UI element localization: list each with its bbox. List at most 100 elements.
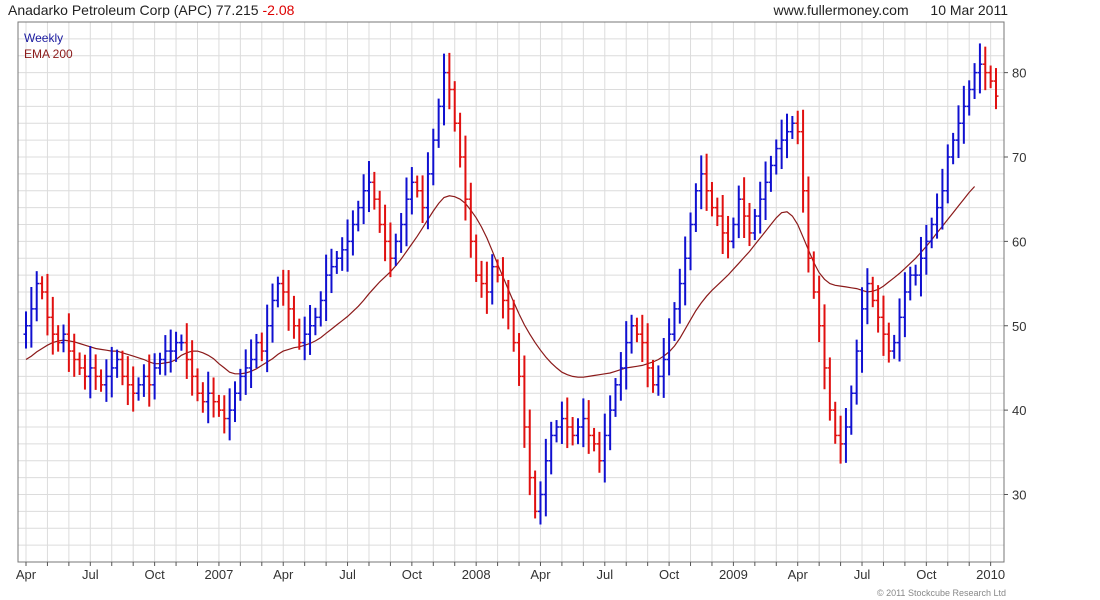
ohlc-bar [602,413,608,483]
ohlc-bar [87,346,93,399]
ohlc-bar [725,215,731,259]
ohlc-bar [527,409,533,496]
ohlc-bar [425,152,431,230]
x-tick-label: 2009 [719,567,748,582]
ohlc-bar [763,161,769,220]
copyright-notice: © 2011 Stockcube Research Ltd [876,588,1006,598]
ohlc-bar [688,212,694,271]
ohlc-bar [586,400,592,454]
ohlc-bar [446,52,452,110]
ohlc-bar [548,421,554,475]
ohlc-bar [173,331,179,362]
ohlc-bar [564,397,570,449]
ohlc-bars-group [23,43,999,525]
ohlc-bar [436,98,442,148]
y-tick-label: 40 [1012,403,1026,418]
ohlc-bar [864,268,870,325]
ohlc-bar [945,144,951,204]
ohlc-bar [77,352,83,375]
ohlc-bar [237,368,243,401]
ohlc-bar [302,316,308,361]
ohlc-bar [66,313,72,372]
ohlc-bar [934,193,940,239]
ohlc-bar [795,110,801,145]
ohlc-bar [629,314,635,354]
ohlc-bar [23,311,29,349]
ohlc-bar [618,352,624,401]
ohlc-bar [189,340,195,396]
ohlc-bar [71,333,77,377]
ohlc-bar [661,337,667,398]
ohlc-bar [559,401,565,444]
ohlc-bar [848,385,854,435]
ohlc-bar [377,190,383,233]
ohlc-bar [130,366,136,412]
ohlc-bar [184,323,190,379]
ohlc-bar [570,417,576,446]
ohlc-bar [55,325,61,352]
ohlc-bar [82,354,88,390]
y-tick-label: 50 [1012,319,1026,334]
ohlc-bar [730,217,736,249]
ohlc-bar [141,364,147,397]
ohlc-bar [757,181,763,234]
ohlc-bar [693,183,699,232]
ohlc-bar [366,161,372,213]
ohlc-bar [420,175,426,224]
ohlc-bar [93,354,99,390]
ohlc-bar [902,272,908,338]
ohlc-bar [843,408,849,463]
website-link[interactable]: www.fullermoney.com [773,2,909,18]
ohlc-bar [409,167,415,215]
ohlc-bar [414,175,420,198]
ohlc-bar [157,352,163,375]
ohlc-bar [162,335,168,376]
ohlc-bar [200,382,206,413]
ohlc-bar [816,275,822,343]
x-tick-label: 2007 [204,567,233,582]
ohlc-bar [827,357,833,421]
ohlc-bar [211,377,217,418]
ohlc-bar [307,304,313,355]
ohlc-bar [859,287,865,373]
x-tick-label: 2010 [976,567,1005,582]
ohlc-bar [98,369,104,392]
ohlc-bar [800,109,806,213]
x-tick-label: Oct [916,567,937,582]
ohlc-bar [194,368,200,402]
legend-weekly: Weekly [24,31,64,45]
ohlc-bar [136,377,142,401]
ohlc-bar [152,353,158,400]
ohlc-bar [500,257,506,319]
ohlc-bar [505,279,511,330]
ohlc-bar [961,85,967,144]
ohlc-bar [248,339,254,389]
ohlc-bar [950,132,956,165]
x-tick-label: Apr [16,567,37,582]
ohlc-bar [398,212,404,253]
ohlc-bar [704,153,710,211]
ohlc-bar [286,270,292,331]
ohlc-bar [495,259,501,283]
ohlc-bar [350,210,356,256]
ohlc-bar [596,431,602,473]
ohlc-bar [457,112,463,168]
plot-frame [17,21,1005,563]
ohlc-bar [328,248,334,294]
ohlc-bar [838,415,844,464]
ohlc-bar [918,236,924,297]
ohlc-bar [323,254,329,321]
x-tick-label: Apr [788,567,809,582]
legend-ema: EMA 200 [24,47,73,61]
ohlc-bar [779,119,785,170]
ohlc-bar [741,177,747,238]
ohlc-bar [28,287,34,348]
ohlc-bar [232,381,238,423]
ohlc-bar [387,222,393,278]
ohlc-bar [773,139,779,175]
ohlc-bar [280,269,286,306]
ohlc-bar [768,155,774,192]
y-tick-label: 80 [1012,66,1026,81]
ohlc-bar [698,155,704,210]
